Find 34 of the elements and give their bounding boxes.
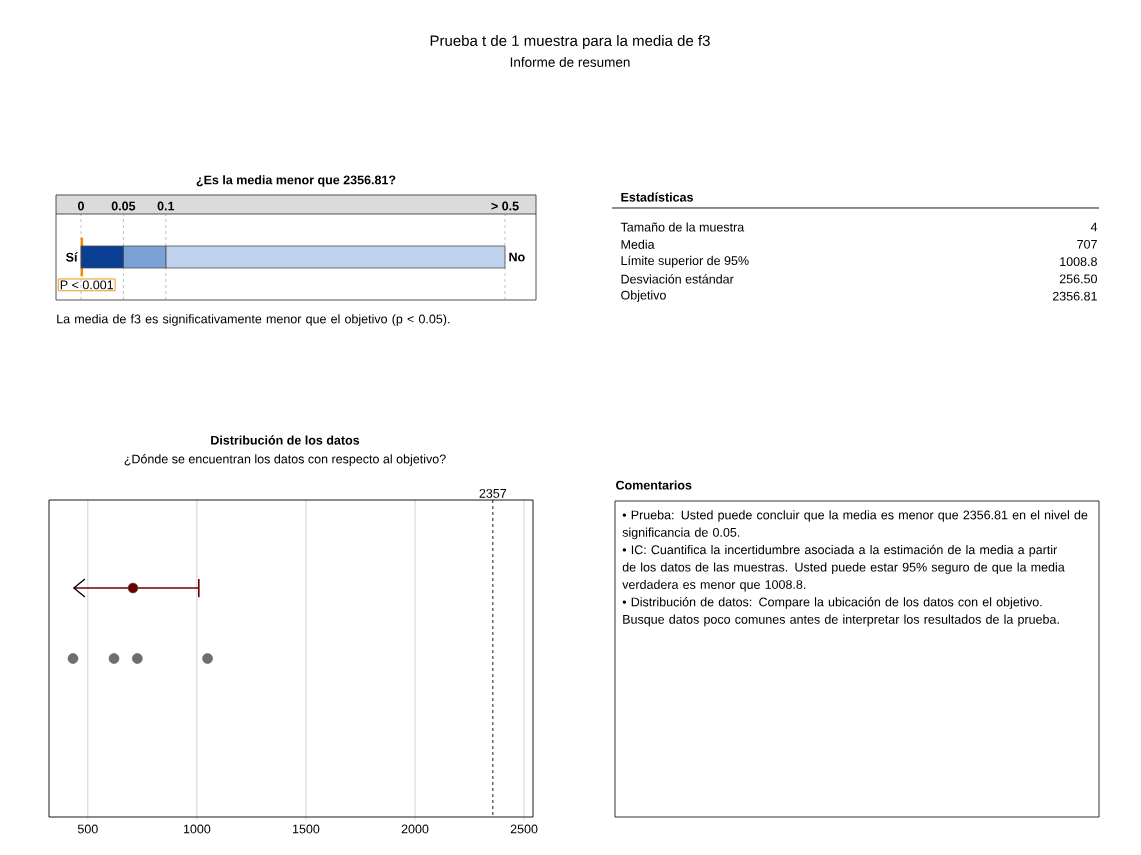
text: Prueba t de 1 muestra para la media de f3 (430, 35, 710, 49)
text: 707 (1077, 239, 1097, 249)
x-tick-label: 1500 (293, 824, 320, 834)
text: La media de f3 es significativamente menor que el objetivo (p < 0.05). (57, 314, 450, 326)
chart-subtitle: ¿Dónde se encuentran los datos con respecto al objetivo? (124, 454, 446, 466)
x-tick-label: 500 (77, 824, 98, 834)
x-tick-label: 0.1 (157, 201, 175, 211)
category-label: Media (621, 239, 655, 249)
text: 1008.8 (1060, 257, 1097, 267)
category-label: Desviación estándar (621, 274, 734, 284)
x-tick-label: 0 (78, 201, 84, 211)
ref-line-label: P < 0.001 (60, 280, 114, 290)
chart-title: ¿Es la media menor que 2356.81? (196, 175, 396, 187)
text: • IC: Cuantifica la incertidumbre asociada a la estimación de la media a partir de los datos de las muestras. Usted puede estar 95% seguro de que la media verdadera es menor que 1008.8. (622, 544, 1065, 592)
text: Comentarios (616, 480, 692, 490)
text: Sí (66, 252, 78, 262)
text: No (509, 252, 525, 262)
text: 2356.81 (1052, 291, 1097, 301)
text: 4 (1090, 222, 1098, 232)
ref-line-label: 2357 (479, 488, 507, 498)
text: • Distribución de datos: Compare la ubicación de los datos con el objetivo. Busque datos poco comunes antes de interpretar los resultados de la prueba. (622, 597, 1059, 627)
x-tick-label: 2000 (401, 824, 429, 834)
x-tick-label: 0.05 (111, 201, 136, 211)
x-tick-label: 2500 (510, 824, 538, 834)
x-tick-label: 1000 (183, 824, 211, 834)
x-tick-label: > 0.5 (491, 201, 519, 211)
text: 256.50 (1059, 274, 1097, 284)
category-label: Objetivo (621, 290, 666, 303)
text: Estadísticas (621, 192, 693, 202)
chart-title: Distribución de los datos (211, 435, 360, 445)
category-label: Límite superior de 95% (621, 255, 749, 268)
text: Informe de resumen (510, 57, 630, 67)
category-label: Tamaño de la muestra (620, 222, 745, 232)
text: • Prueba: Usted puede concluir que la media es menor que 2356.81 en el nivel de significancia de 0.05. (622, 510, 1088, 540)
